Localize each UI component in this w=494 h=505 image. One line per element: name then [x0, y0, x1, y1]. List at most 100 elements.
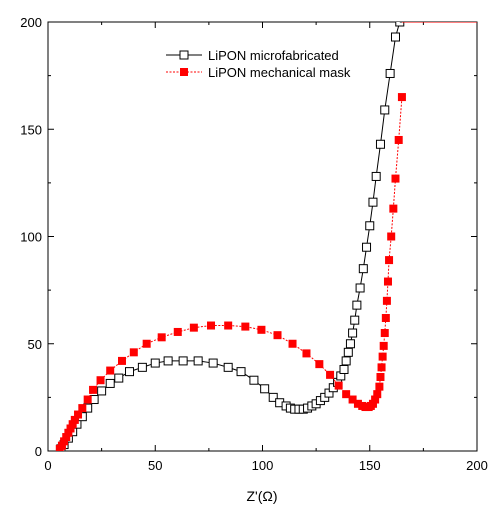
- data-point: [223, 362, 233, 372]
- data-point: [260, 384, 270, 394]
- data-point: [375, 139, 385, 149]
- data-point: [390, 32, 400, 42]
- data-point: [380, 105, 390, 115]
- data-point: [193, 356, 203, 366]
- legend-marker: [179, 50, 189, 60]
- data-point: [273, 331, 282, 340]
- data-point: [288, 339, 297, 348]
- data-point: [137, 362, 147, 372]
- data-point: [343, 347, 353, 357]
- data-point: [249, 375, 259, 385]
- data-point: [118, 356, 127, 365]
- data-point: [78, 404, 87, 413]
- data-point: [224, 321, 233, 330]
- data-point: [150, 358, 160, 368]
- data-point: [96, 376, 105, 385]
- data-point: [334, 381, 343, 390]
- data-point: [371, 171, 381, 181]
- data-point: [74, 410, 83, 419]
- legend-label: LiPON mechanical mask: [208, 65, 351, 80]
- data-point: [391, 174, 400, 183]
- data-point: [66, 424, 75, 433]
- data-point: [352, 300, 362, 310]
- data-point: [302, 349, 311, 358]
- data-point: [89, 385, 98, 394]
- data-point: [342, 390, 351, 399]
- data-point: [373, 390, 382, 399]
- data-point: [385, 68, 395, 78]
- x-tick-label: 0: [44, 458, 51, 473]
- data-point: [68, 420, 77, 429]
- legend: LiPON microfabricated LiPON mechanical ma…: [166, 48, 351, 80]
- x-axis-title: Z'(Ω): [246, 488, 277, 504]
- data-point: [387, 232, 396, 241]
- data-point: [379, 341, 388, 350]
- legend-label: LiPON microfabricated: [208, 48, 339, 63]
- data-point: [397, 93, 406, 102]
- data-point: [236, 367, 246, 377]
- data-point: [208, 358, 218, 368]
- data-point: [64, 428, 73, 437]
- data-point: [241, 322, 250, 331]
- data-point: [375, 382, 384, 391]
- data-point: [105, 378, 115, 388]
- data-point: [394, 135, 403, 144]
- data-point: [157, 333, 166, 342]
- data-point: [377, 363, 386, 372]
- data-point: [371, 395, 380, 404]
- data-point: [97, 386, 107, 396]
- data-point: [348, 328, 358, 338]
- data-point: [268, 392, 278, 402]
- data-point: [350, 315, 360, 325]
- data-point: [362, 242, 372, 252]
- data-point: [389, 204, 398, 213]
- y-tick-label: 100: [20, 230, 42, 245]
- y-tick-label: 150: [20, 122, 42, 137]
- data-point: [345, 339, 355, 349]
- axis-ticks: 0 50 100 150 200 0 50 100 150 200: [20, 15, 488, 473]
- data-point: [376, 372, 385, 381]
- x-tick-label: 100: [252, 458, 274, 473]
- y-tick-label: 50: [28, 337, 42, 352]
- data-point: [62, 433, 71, 442]
- data-point: [395, 22, 405, 27]
- data-point: [114, 373, 124, 383]
- data-point: [60, 437, 69, 446]
- data-point: [365, 221, 375, 231]
- x-tick-label: 50: [148, 458, 162, 473]
- y-tick-label: 0: [35, 444, 42, 459]
- data-point: [83, 395, 92, 404]
- data-point: [125, 367, 135, 377]
- data-point: [339, 364, 349, 374]
- data-point: [142, 339, 151, 348]
- series-2: [55, 22, 477, 451]
- data-point: [315, 360, 324, 369]
- data-point: [178, 356, 188, 366]
- data-point: [381, 314, 390, 323]
- data-point: [380, 329, 389, 338]
- data-point: [57, 441, 66, 450]
- data-point: [326, 370, 335, 379]
- data-point: [129, 348, 138, 357]
- data-point: [348, 395, 357, 404]
- data-point: [353, 399, 362, 408]
- data-point: [382, 296, 391, 305]
- data-point: [173, 327, 182, 336]
- data-point: [378, 352, 387, 361]
- data-point: [341, 356, 351, 366]
- data-point: [368, 197, 378, 207]
- legend-item-1: LiPON microfabricated: [166, 48, 339, 63]
- data-point: [257, 325, 266, 334]
- data-point: [383, 277, 392, 286]
- data-point: [355, 283, 365, 293]
- data-point: [70, 415, 79, 424]
- data-point: [163, 356, 173, 366]
- data-point: [106, 366, 115, 375]
- data-point: [368, 399, 377, 408]
- data-point: [358, 264, 368, 274]
- series-layer: [55, 22, 477, 451]
- data-point: [207, 321, 216, 330]
- legend-item-2: LiPON mechanical mask: [166, 65, 351, 80]
- x-tick-label: 200: [466, 458, 488, 473]
- series-1: [56, 22, 477, 451]
